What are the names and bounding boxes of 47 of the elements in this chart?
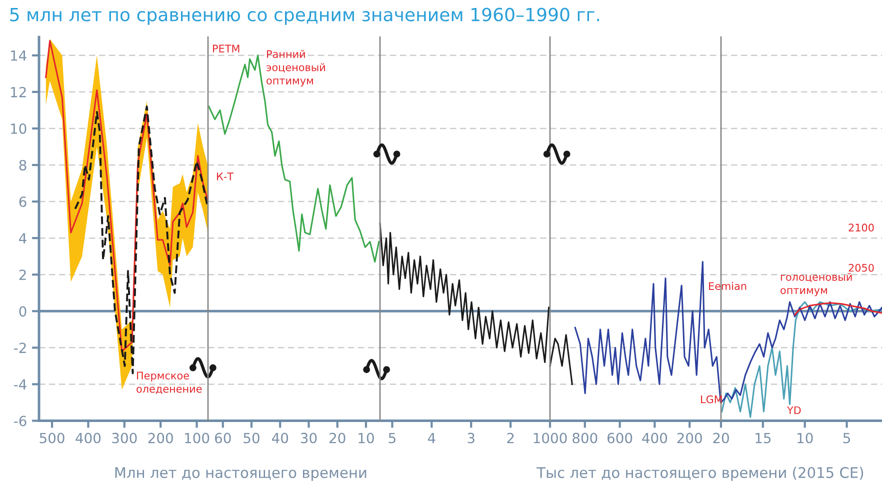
x-tick-label: 10: [798, 432, 813, 444]
y-tick-label: 10: [11, 123, 26, 134]
annotation: YD: [786, 406, 801, 414]
x-tick-label: 600: [608, 432, 632, 444]
x-tick-label: 500: [40, 432, 64, 444]
x-tick-label: 2: [507, 432, 514, 444]
y-tick-label: 8: [19, 160, 26, 170]
annotation: PETM: [213, 44, 240, 52]
y-tick-label: 4: [19, 233, 26, 244]
text: 5 млн лет по сравнению со средним значением 1960–1990 гг.: [10, 8, 600, 25]
y-tick-label: -4: [14, 379, 26, 390]
x-tick-label: 400: [76, 432, 101, 444]
x-tick-label: 20: [713, 432, 729, 444]
y-tick-label: 12: [11, 86, 26, 98]
x-tick-label: 20: [330, 432, 346, 444]
x-tick-label: 3: [468, 432, 474, 444]
x-tick-label: 1000: [534, 432, 567, 444]
x-tick-label: 5: [843, 432, 850, 444]
annotation: К-Т: [217, 172, 234, 180]
x-tick-label: 60: [215, 432, 231, 444]
annotation: голоценовый оптимум: [780, 272, 852, 296]
x-tick-label: 200: [148, 432, 173, 444]
x-tick-label: 5: [388, 432, 396, 444]
annotation: 2100: [848, 224, 874, 232]
y-tick-label: 14: [11, 50, 26, 61]
x-tick-label: 50: [244, 432, 260, 444]
x-tick-label: 30: [300, 432, 317, 444]
x-tick-label: 300: [112, 432, 137, 444]
annotation: Eemian: [709, 282, 746, 290]
annotation: Ранний эоценовый оптимум: [266, 50, 325, 86]
annotation: Пермское оледенение: [136, 372, 202, 394]
y-tick-label: 6: [19, 196, 26, 208]
x-tick-label: 400: [642, 432, 668, 444]
x-axis-title: Млн лет до настоящего времени: [115, 467, 366, 481]
y-tick-label: 0: [19, 306, 26, 317]
x-tick-label: 40: [272, 432, 288, 444]
y-tick-label: 2: [19, 270, 26, 280]
x-tick-label: 10: [358, 432, 374, 444]
x-axis-title: Тыс лет до настоящего времени (2015 CE): [536, 466, 864, 481]
x-tick-label: 200: [677, 432, 702, 444]
x-tick-label: 15: [756, 432, 771, 444]
y-tick-label: -6: [14, 416, 26, 426]
x-tick-label: 4: [428, 432, 436, 444]
x-tick-label: 800: [572, 432, 598, 444]
y-tick-label: -2: [14, 342, 26, 353]
x-tick-label: 100: [185, 432, 210, 444]
annotation: 2050: [848, 264, 874, 272]
